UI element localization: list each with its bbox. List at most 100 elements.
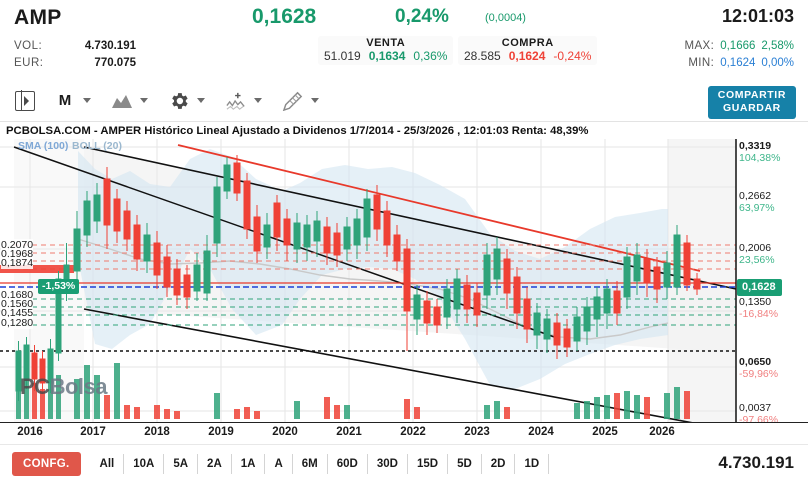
add-indicator-button[interactable] [223, 87, 249, 115]
bid-book: COMPRA 28.585 0,1624 -0,24% [458, 36, 598, 65]
ticker-symbol: AMP [14, 6, 62, 29]
right-level-1: 0,2662 63,97% [739, 190, 775, 214]
chevron-down-icon[interactable] [197, 98, 205, 103]
panel-toggle-group[interactable] [12, 87, 38, 115]
chevron-down-icon[interactable] [83, 98, 91, 103]
indicator-group[interactable] [223, 87, 266, 115]
x-tick-2019: 2019 [208, 426, 234, 438]
left-level-5: 0,1455 [1, 307, 34, 319]
current-price-badge: 0,1628 [737, 279, 782, 296]
right-level-5-pct: -97,66% [739, 413, 779, 426]
pencil-draw-icon [282, 91, 303, 111]
right-level-4-pct: -59,96% [739, 367, 779, 380]
left-level-2: 0,1874 [1, 257, 34, 269]
right-level-0-pct: 104,38% [739, 151, 781, 164]
watermark: PCBolsa [20, 374, 107, 400]
chart-plot [0, 139, 737, 429]
period-60d[interactable]: 60D [328, 454, 368, 474]
right-level-2-pct: 23,56% [739, 253, 775, 266]
left-red-band [0, 265, 74, 273]
right-level-2-value: 0,2006 [739, 242, 772, 254]
x-tick-2017: 2017 [80, 426, 106, 438]
draw-group[interactable] [280, 87, 323, 115]
right-price-axis: 0,3319 104,38% 0,2662 63,97% 0,2006 23,5… [736, 139, 808, 425]
bottom-toolbar: CONFG. All 10A 5A 2A 1A A 6M 60D 30D 15D… [0, 444, 808, 483]
chart-type-button[interactable] [109, 87, 135, 115]
x-tick-2024: 2024 [528, 426, 554, 438]
x-tick-2016: 2016 [17, 426, 43, 438]
ask-line: 51.019 0,1634 0,36% [324, 49, 447, 63]
share-label-line2: GUARDAR [722, 102, 781, 114]
period-6m[interactable]: 6M [293, 454, 328, 474]
period-selector: All 10A 5A 2A 1A A 6M 60D 30D 15D 5D 2D … [91, 454, 550, 474]
chevron-down-icon[interactable] [140, 98, 148, 103]
ask-pct: 0,36% [413, 49, 448, 63]
timeframe-button[interactable]: M [58, 92, 72, 109]
x-tick-2022: 2022 [400, 426, 426, 438]
ask-qty: 51.019 [324, 49, 361, 63]
period-30d[interactable]: 30D [368, 454, 408, 474]
left-level-6: 0,1280 [1, 317, 34, 329]
share-save-button[interactable]: COMPARTIR GUARDAR [707, 86, 796, 119]
gear-icon [172, 92, 188, 109]
right-level-3-value: 0,1350 [739, 296, 772, 308]
chevron-down-icon[interactable] [254, 98, 262, 103]
chevron-down-icon[interactable] [311, 98, 319, 103]
chart-toolbar: M [0, 80, 808, 122]
share-label-line1: COMPARTIR [717, 89, 786, 101]
right-level-5-value: 0,0037 [739, 402, 772, 414]
min-value: 0,1624 [720, 56, 756, 69]
trendline-red [177, 144, 701, 272]
left-change-badge: -1,53% [38, 279, 80, 294]
quote-time: 12:01:03 [721, 6, 794, 26]
right-level-1-value: 0,2662 [739, 190, 772, 202]
chart-canvas[interactable]: SMA (100) BOLL (20) PCBolsa 0,2070 0,196… [0, 139, 808, 429]
max-row: MAX: 0,1666 2,58% [684, 37, 794, 54]
volume-row: VOL: 4.730.191 [14, 37, 136, 54]
bid-line: 28.585 0,1624 -0,24% [464, 49, 591, 63]
period-1d[interactable]: 1D [515, 454, 550, 474]
period-a[interactable]: A [265, 454, 293, 474]
draw-tool-button[interactable] [280, 87, 306, 115]
boll-indicator-label[interactable]: BOLL (20) [72, 140, 122, 152]
period-2a[interactable]: 2A [198, 454, 232, 474]
config-button[interactable]: CONFG. [12, 452, 81, 476]
right-level-4-value: 0,0650 [739, 356, 772, 368]
right-level-0-value: 0,3319 [739, 140, 772, 152]
panel-toggle-button[interactable] [12, 87, 38, 115]
period-all[interactable]: All [91, 454, 125, 474]
period-5a[interactable]: 5A [164, 454, 199, 474]
bottom-volume-value: 4.730.191 [718, 453, 794, 472]
period-2d[interactable]: 2D [482, 454, 516, 474]
right-level-2: 0,2006 23,56% [739, 242, 775, 266]
right-level-5: 0,0037 -97,66% [739, 402, 779, 426]
timeframe-group[interactable]: M [52, 87, 95, 115]
ask-price: 0,1634 [368, 49, 406, 63]
x-tick-2023: 2023 [464, 426, 490, 438]
ask-book: VENTA 51.019 0,1634 0,36% [318, 36, 454, 65]
right-level-3-pct: -16,84% [739, 307, 779, 320]
period-10a[interactable]: 10A [124, 454, 165, 474]
period-5d[interactable]: 5D [448, 454, 482, 474]
volume-label: VOL: [14, 39, 43, 52]
change-percent: 0,24% [395, 6, 449, 27]
change-absolute: (0,0004) [485, 12, 526, 24]
right-level-3: 0,1350 -16,84% [739, 296, 779, 320]
x-tick-2020: 2020 [272, 426, 298, 438]
x-axis: 2016 2017 2018 2019 2020 2021 2022 2023 … [0, 422, 808, 444]
eur-row: EUR: 770.075 [14, 54, 136, 71]
period-1a[interactable]: 1A [232, 454, 266, 474]
right-level-1-pct: 63,97% [739, 201, 775, 214]
x-tick-2026: 2026 [649, 426, 675, 438]
chart-title: PCBOLSA.COM - AMPER Histórico Lineal Aju… [0, 122, 808, 139]
sma-indicator-label[interactable]: SMA (100) [18, 140, 69, 152]
bollinger-band [78, 149, 668, 389]
settings-button[interactable] [166, 87, 192, 115]
period-15d[interactable]: 15D [408, 454, 449, 474]
settings-group[interactable] [166, 87, 209, 115]
panel-toggle-icon [15, 89, 35, 112]
max-pct: 2,58% [761, 39, 794, 52]
chart-type-group[interactable] [109, 87, 152, 115]
bid-title: COMPRA [501, 37, 554, 49]
